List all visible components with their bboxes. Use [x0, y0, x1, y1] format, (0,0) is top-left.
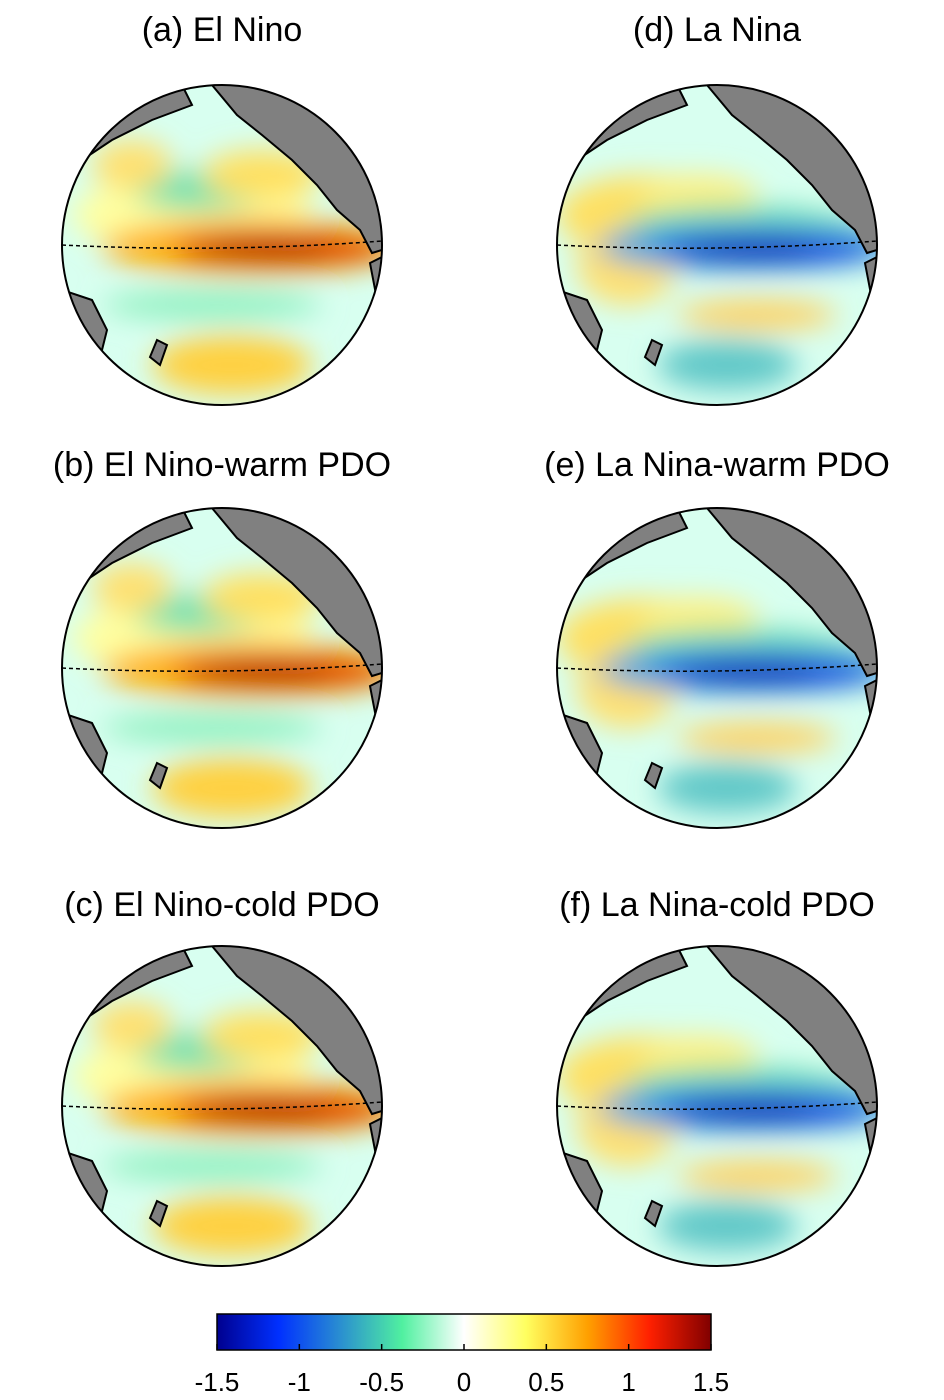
- globe-map: [556, 507, 878, 829]
- globe-map: [61, 507, 383, 829]
- panel-title: (c) El Nino-cold PDO: [64, 886, 380, 924]
- globe-map: [61, 945, 383, 1267]
- panel-title: (f) La Nina-cold PDO: [559, 886, 875, 924]
- colorbar-tick-label: -0.5: [359, 1367, 404, 1397]
- colorbar-tick-label: 0.5: [528, 1367, 564, 1397]
- panel-title: (b) El Nino-warm PDO: [53, 446, 391, 484]
- colorbar-tick-label: 1.5: [693, 1367, 729, 1397]
- globe-map: [61, 84, 383, 406]
- globe-map: [556, 945, 878, 1267]
- colorbar-tick-label: 0: [457, 1367, 471, 1397]
- panel-title: (a) El Nino: [142, 11, 303, 49]
- colorbar-tick-label: -1: [288, 1367, 311, 1397]
- colorbar-tick-label: -1.5: [195, 1367, 240, 1397]
- panel-title: (e) La Nina-warm PDO: [544, 446, 890, 484]
- panel-title: (d) La Nina: [633, 11, 801, 49]
- globe-map: [556, 84, 878, 406]
- colorbar-tick-label: 1: [621, 1367, 635, 1397]
